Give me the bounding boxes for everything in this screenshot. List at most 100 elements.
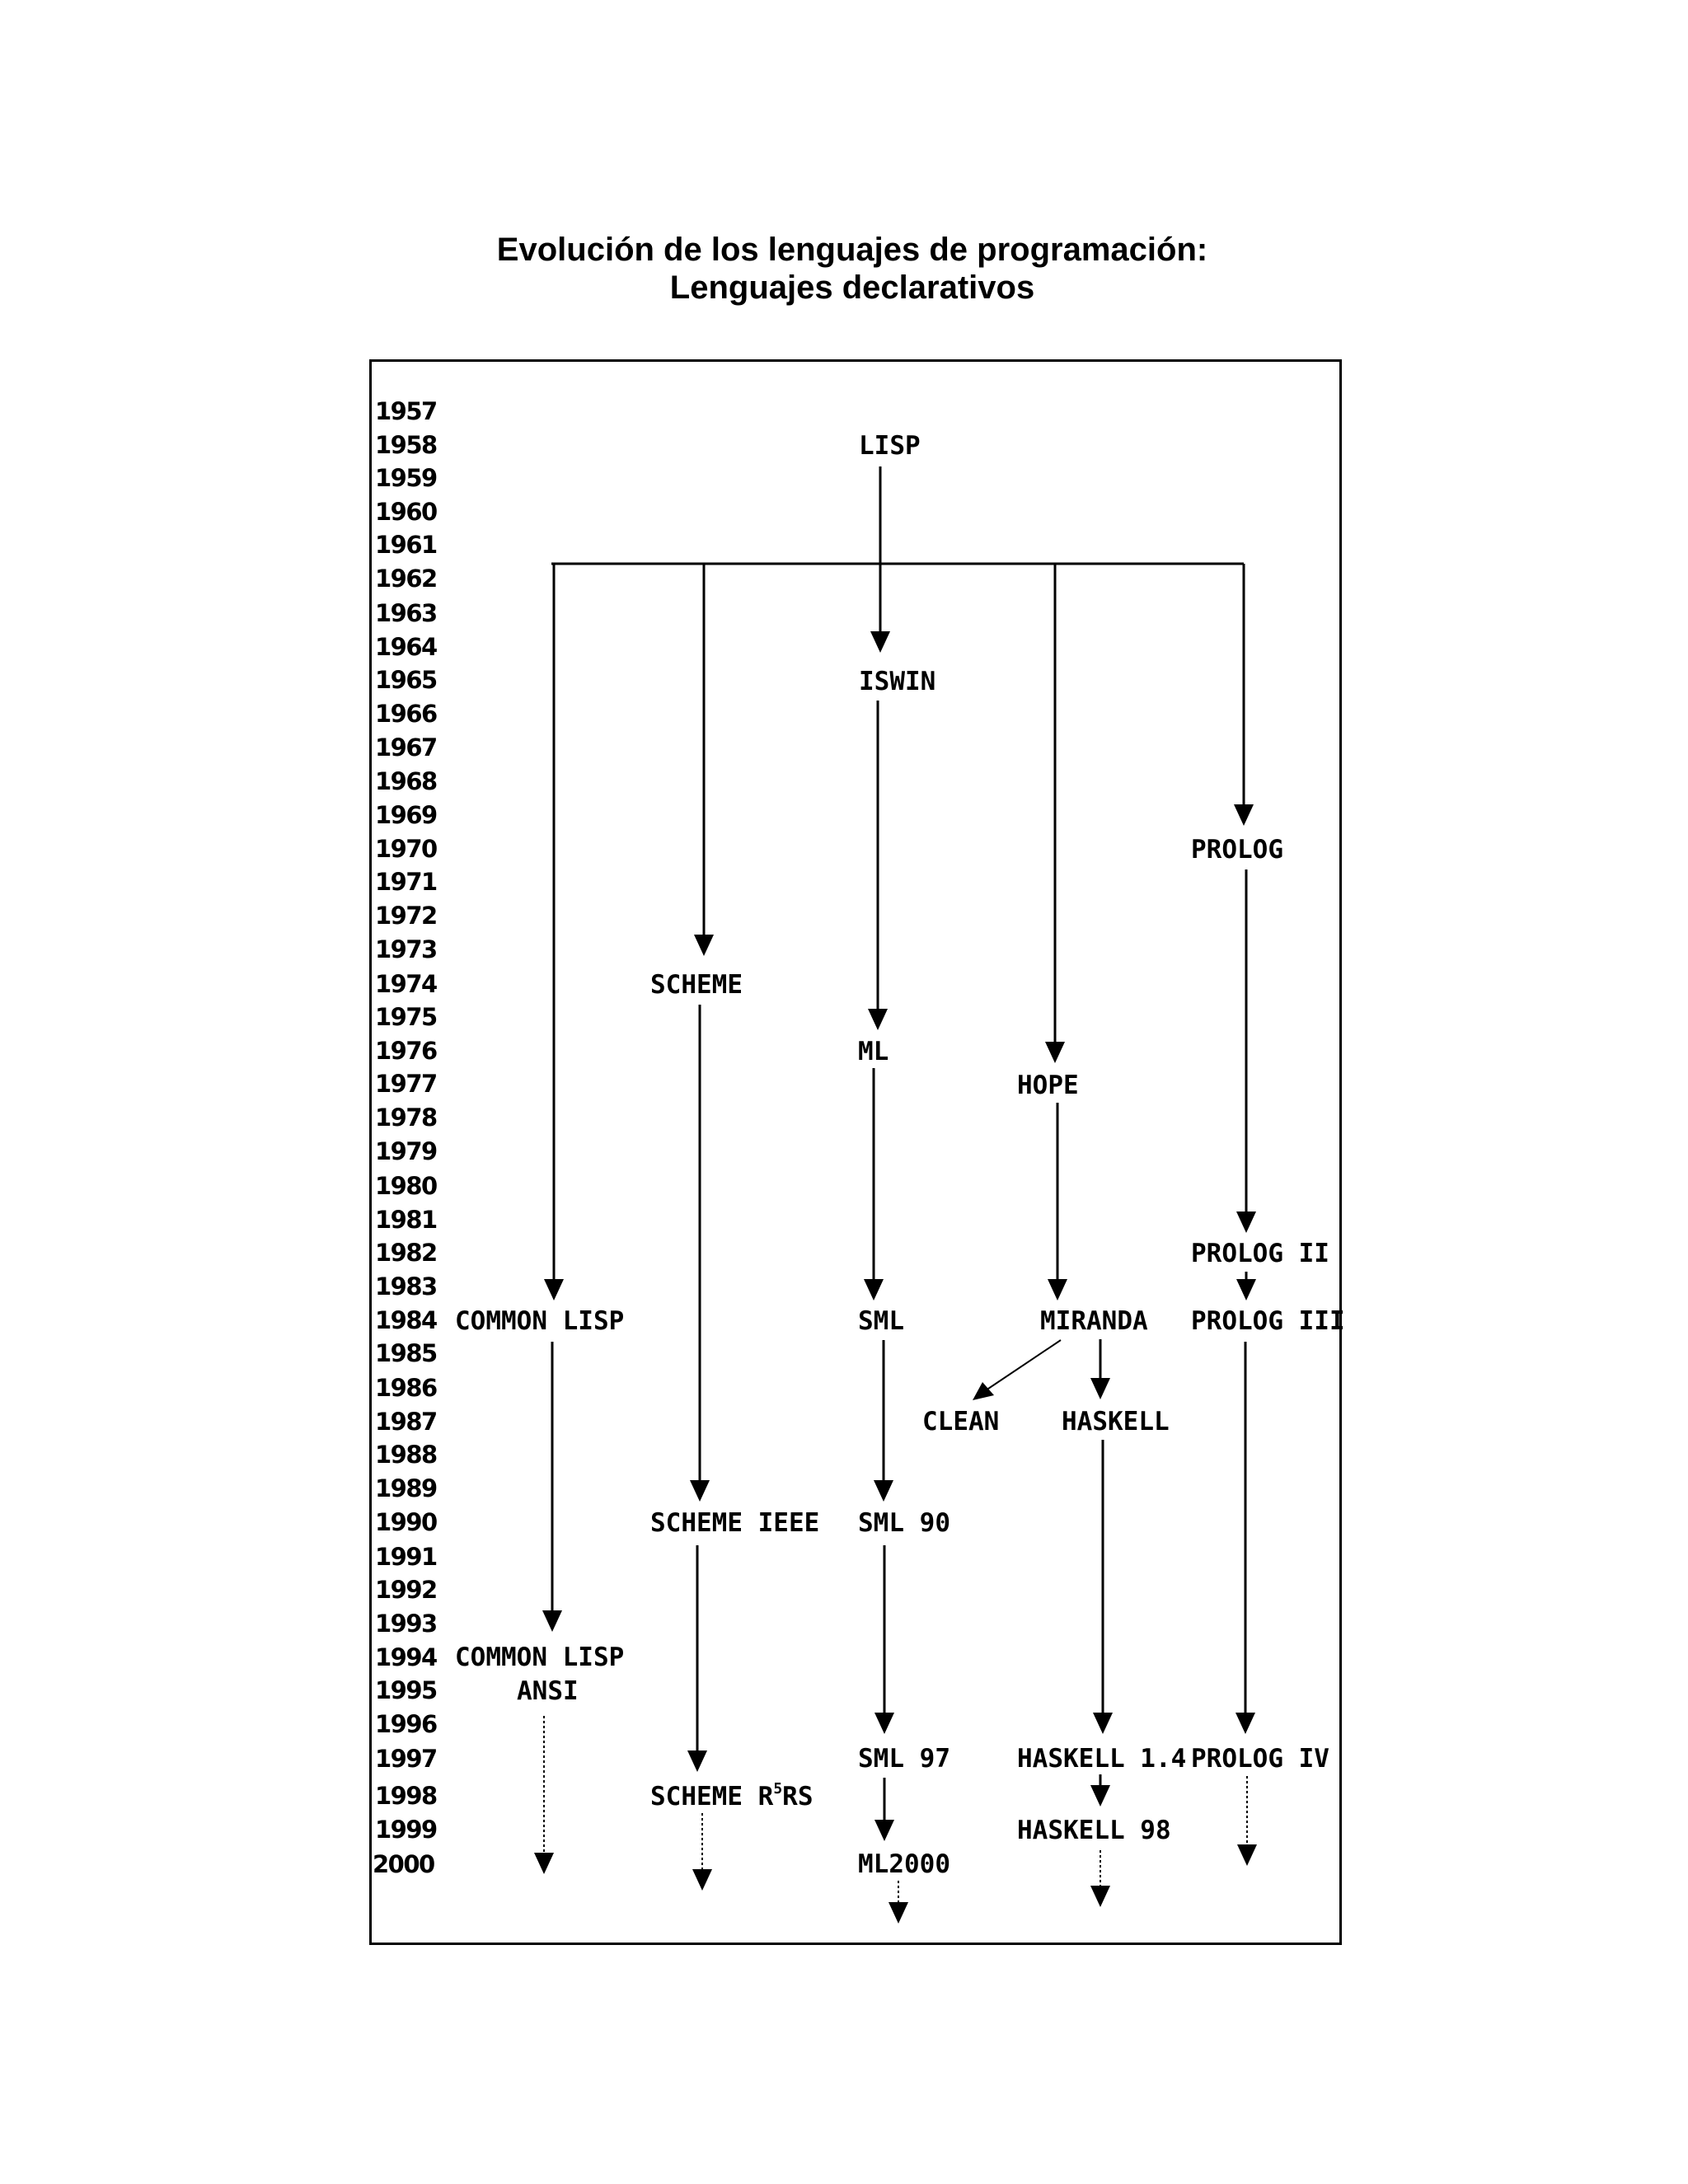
diagram-frame: [369, 359, 1342, 1945]
arrowhead-icon: [870, 631, 890, 653]
connectors: [534, 466, 1257, 1924]
node-scheme: SCHEME: [650, 970, 743, 1000]
year-label: 1970: [375, 835, 437, 863]
arrowhead-icon: [1236, 1713, 1255, 1734]
arrowhead-icon: [874, 1480, 893, 1502]
node-ml2000: ML2000: [858, 1849, 950, 1879]
year-label: 1974: [375, 970, 437, 998]
year-label: 1961: [375, 531, 437, 559]
year-label: 1991: [375, 1543, 437, 1571]
year-label: 1987: [375, 1408, 437, 1436]
node-iswin: ISWIN: [859, 667, 935, 696]
diagram-title-line-1: Evolución de los lenguajes de programaci…: [496, 232, 1208, 268]
language-nodes: LISP ISWIN PROLOG SCHEME ML HOPE PROLOG …: [455, 431, 1345, 1879]
year-label: 1983: [375, 1272, 437, 1301]
year-label: 1978: [375, 1104, 437, 1132]
year-label: 1964: [375, 633, 437, 661]
year-label: 1985: [375, 1339, 437, 1367]
arrowhead-icon: [1048, 1279, 1067, 1301]
node-prolog: PROLOG: [1191, 835, 1283, 865]
year-label: 1962: [375, 565, 437, 593]
year-label: 1995: [375, 1676, 437, 1704]
arrowhead-icon: [864, 1279, 884, 1301]
year-label: 1989: [375, 1474, 437, 1502]
year-label: 1973: [375, 935, 437, 963]
year-label: 1975: [375, 1003, 437, 1031]
diagram-title-line-2: Lenguajes declarativos: [669, 269, 1035, 306]
year-label: 1972: [375, 902, 437, 930]
node-common-lisp-ansi-line2: ANSI: [517, 1676, 579, 1706]
arrowhead-icon: [690, 1480, 710, 1502]
arrowhead-icon: [1090, 1785, 1110, 1807]
year-label: 1971: [375, 868, 437, 896]
node-prolog-iii: PROLOG III: [1191, 1306, 1345, 1336]
arrowhead-icon: [1237, 1844, 1257, 1866]
arrowhead-icon: [544, 1279, 564, 1301]
arrowhead-icon: [542, 1610, 562, 1632]
year-label: 1979: [375, 1137, 437, 1165]
year-label: 1977: [375, 1070, 437, 1098]
arrowhead-icon: [1090, 1886, 1110, 1907]
year-label: 1959: [375, 464, 437, 492]
node-miranda: MIRANDA: [1040, 1306, 1148, 1336]
year-label: 1992: [375, 1576, 437, 1604]
node-sml: SML: [858, 1306, 904, 1336]
year-label: 1981: [375, 1206, 437, 1234]
node-ml: ML: [858, 1037, 889, 1066]
node-prolog-iv: PROLOG IV: [1191, 1744, 1329, 1774]
year-label: 1963: [375, 599, 437, 627]
arrowhead-icon: [868, 1009, 888, 1030]
year-label: 1999: [375, 1816, 437, 1844]
arrowhead-icon: [874, 1820, 894, 1841]
arrowhead-icon: [1236, 1212, 1256, 1233]
year-label: 1986: [375, 1374, 437, 1402]
node-common-lisp: COMMON LISP: [455, 1306, 624, 1336]
arrowhead-icon: [687, 1750, 707, 1772]
year-label: 1982: [375, 1239, 437, 1267]
node-common-lisp-ansi-line1: COMMON LISP: [455, 1643, 624, 1672]
arrowhead-icon: [1236, 1279, 1256, 1301]
year-label: 1998: [375, 1782, 437, 1810]
node-scheme-ieee: SCHEME IEEE: [650, 1508, 819, 1538]
node-hope: HOPE: [1017, 1071, 1079, 1100]
arrowhead-icon: [534, 1853, 554, 1874]
year-label: 1969: [375, 801, 437, 829]
year-label: 1976: [375, 1037, 437, 1065]
arrowhead-icon: [1045, 1042, 1065, 1063]
arrowhead-icon: [874, 1713, 894, 1734]
year-label: 1967: [375, 733, 437, 762]
arrowhead-icon: [1234, 804, 1254, 826]
year-label: 1958: [375, 431, 437, 459]
year-label: 1957: [375, 397, 437, 425]
year-label: 1990: [375, 1508, 437, 1536]
year-label: 1966: [375, 700, 437, 728]
node-clean: CLEAN: [922, 1407, 999, 1436]
node-lisp: LISP: [859, 431, 921, 461]
arrowhead-icon: [694, 935, 714, 956]
arrowhead-icon: [889, 1902, 908, 1924]
year-label: 1968: [375, 767, 437, 795]
node-haskell-98: HASKELL 98: [1017, 1816, 1171, 1845]
node-haskell: HASKELL: [1062, 1407, 1170, 1436]
year-label: 1984: [375, 1306, 437, 1334]
year-label: 1996: [375, 1710, 437, 1738]
node-sml-90: SML 90: [858, 1508, 950, 1538]
arrowhead-icon: [1090, 1378, 1110, 1399]
node-sml-97: SML 97: [858, 1744, 950, 1774]
edge-miranda-clean: [985, 1339, 1062, 1391]
year-label: 1997: [375, 1745, 437, 1773]
year-axis: 1957 1958 1959 1960 1961 1962 1963 1964 …: [373, 397, 438, 1878]
year-label: 1960: [375, 498, 437, 526]
node-scheme-r5rs: SCHEME R5RS: [650, 1780, 813, 1811]
node-haskell-1-4: HASKELL 1.4: [1017, 1744, 1186, 1774]
year-label: 1993: [375, 1610, 437, 1638]
year-label: 1994: [375, 1643, 437, 1671]
arrowhead-icon: [692, 1869, 712, 1891]
arrowhead-icon: [973, 1382, 994, 1400]
year-label: 2000: [373, 1850, 434, 1878]
year-label: 1980: [375, 1172, 437, 1200]
arrowhead-icon: [1093, 1713, 1113, 1734]
year-label: 1965: [375, 666, 437, 694]
node-prolog-ii: PROLOG II: [1191, 1239, 1329, 1268]
